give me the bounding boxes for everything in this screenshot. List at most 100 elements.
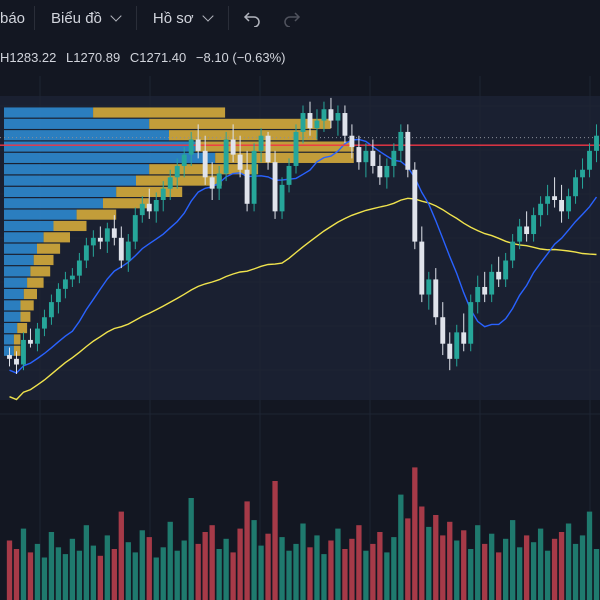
volume-profile-bar-up [4,232,44,243]
undo-icon [243,12,260,27]
volume-bar [279,537,285,600]
candle-body [321,109,327,121]
candle-body [447,343,453,359]
candle-body [125,241,131,261]
redo-icon [283,12,300,27]
legend-high: H1283.22 [0,50,57,65]
volume-bar [377,532,383,600]
candle-body [503,260,509,280]
toolbar-divider [34,6,35,30]
candle-body [48,302,54,318]
candle-body [167,177,173,189]
candle-body [300,113,306,132]
volume-bar [34,543,41,600]
volume-bar [544,550,551,600]
candle-body [349,135,355,148]
candle-body [552,196,558,200]
volume-bar [118,511,124,600]
volume-bar [104,535,110,600]
candle-body [517,226,523,242]
volume-bar [265,533,271,600]
undo-button[interactable] [241,7,263,29]
candle-body [496,271,502,280]
volume-bar [363,550,369,600]
volume-profile-bar-up [4,323,18,334]
volume-bar [328,540,334,600]
alert-menu-partial[interactable]: báo [0,0,34,36]
volume-bar [181,540,187,600]
profile-menu-button[interactable]: Hồ sơ [137,0,228,36]
candle-body [104,228,110,242]
volume-bar [132,552,138,600]
candle-body [118,237,124,261]
volume-bar [433,515,439,600]
candle-body [237,154,243,170]
candle-body [181,154,187,166]
volume-profile-bar-up [4,141,196,152]
candle-body [573,177,578,197]
volume-profile-bar-down [195,141,354,152]
volume-profile-bar-down [13,334,21,345]
volume-profile-bar-down [103,198,150,209]
candle-body [35,328,40,344]
volume-profile-bar-up [4,288,24,300]
price-chart[interactable] [0,36,600,600]
candle-body [475,286,481,303]
chart-menu-button[interactable]: Biểu đồ [35,0,136,36]
volume-bar [516,547,523,600]
volume-profile-bar-down [20,311,31,322]
volume-bar [579,535,586,600]
volume-profile-bar-down [30,266,51,277]
candle-body [272,162,278,212]
volume-profile-bar-down [136,175,222,186]
candle-body [223,139,229,174]
volume-bar [321,554,327,600]
volume-bar [237,528,243,600]
candle-body [489,271,495,295]
candle-body [69,275,75,280]
volume-bar [412,467,418,600]
volume-profile-bar-down [215,152,354,163]
legend-change: −8.10 (−0.63%) [195,50,286,65]
volume-profile-bar-up [4,175,136,186]
volume-profile-bar-up [4,311,21,322]
candle-body [510,241,516,261]
candle-body [14,358,19,365]
volume-bar [258,545,264,600]
candle-body [139,203,145,216]
candle-body [524,226,530,235]
volume-bar [125,542,131,600]
volume-bar [90,545,97,600]
candle-body [216,173,222,189]
volume-bar [216,549,222,600]
volume-profile-bar-up [4,164,150,175]
volume-profile-bar-down [76,209,117,220]
candle-body [153,200,159,212]
volume-bar [286,550,292,600]
volume-bar [447,521,453,600]
candle-body [454,332,460,359]
volume-bar [62,554,69,600]
candle-body [370,150,376,166]
volume-bar [307,547,313,600]
volume-profile-bar-up [4,277,28,288]
volume-bar [48,532,55,600]
redo-button[interactable] [281,7,303,29]
candle-body [363,150,369,163]
candle-body [188,139,194,155]
candle-body [559,200,565,212]
ma-fast-line [9,138,598,374]
volume-bar [342,549,348,600]
volume-bar [503,538,509,600]
top-toolbar: báo Biểu đồ Hồ sơ [0,0,600,36]
candle-body [195,139,201,151]
candle-body [419,241,425,295]
chart-menu-label: Biểu đồ [51,9,102,27]
volume-bar [146,537,152,600]
candle-body [461,332,467,344]
candle-body [41,317,47,329]
volume-bar [97,555,103,600]
candle-body [202,150,208,178]
volume-profile-bar-up [4,334,14,345]
volume-bar [530,542,537,600]
